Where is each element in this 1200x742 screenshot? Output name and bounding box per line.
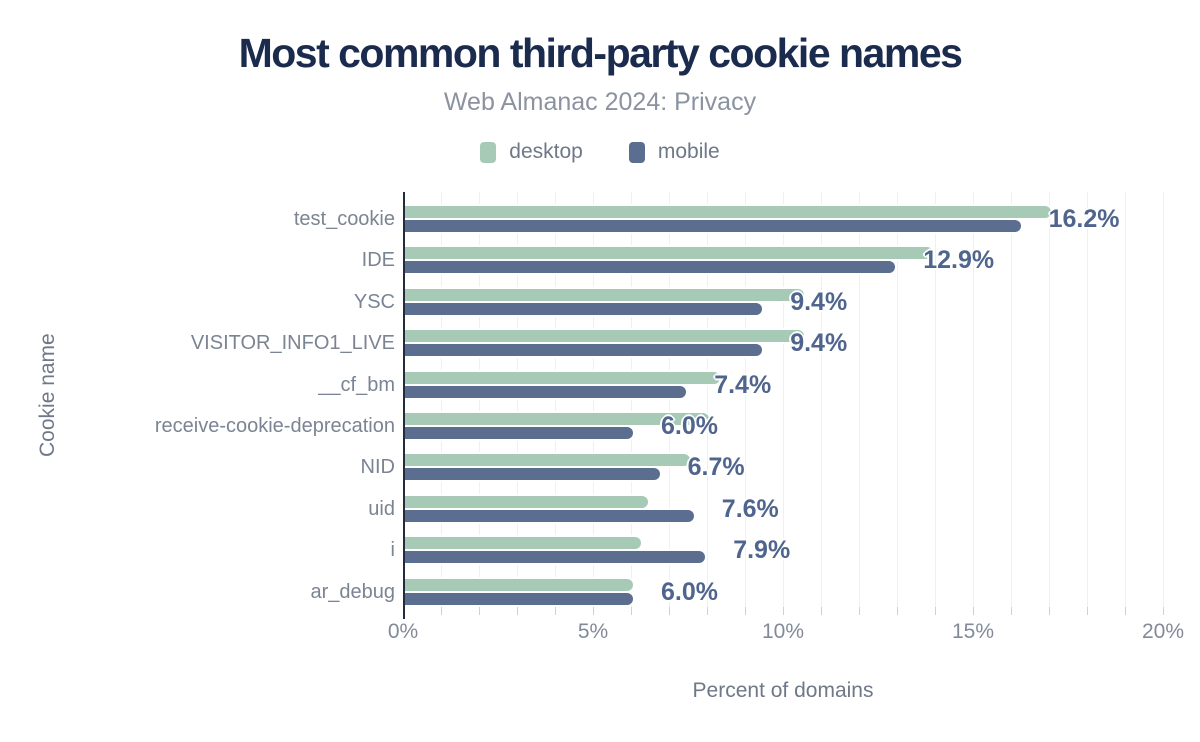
- x-tick-label-20pct: 20%: [1141, 620, 1185, 643]
- data-label-i: 7.9%: [733, 536, 791, 565]
- category-label-receive-cookie-deprecation: receive-cookie-deprecation: [154, 415, 395, 437]
- bar-desktop-NID[interactable]: [405, 454, 690, 467]
- x-axis-minor-tick: [1011, 607, 1012, 615]
- gridline: [517, 192, 518, 607]
- gridline: [1163, 192, 1164, 607]
- bar-mobile-i[interactable]: [405, 551, 706, 564]
- legend-label-desktop: desktop: [509, 140, 583, 163]
- category-label-YSC: YSC: [353, 290, 395, 313]
- bar-desktop-YSC[interactable]: [405, 288, 804, 301]
- category-label-i: i: [390, 539, 395, 562]
- bar-mobile-uid[interactable]: [405, 509, 694, 522]
- gridline: [1125, 192, 1126, 607]
- x-axis-minor-tick: [973, 607, 974, 615]
- bar-mobile-ar_debug[interactable]: [405, 592, 633, 605]
- page-subtitle: Web Almanac 2024: Privacy: [443, 88, 757, 116]
- x-axis-minor-tick: [631, 607, 632, 615]
- x-axis-minor-tick: [517, 607, 518, 615]
- gridline: [783, 192, 784, 607]
- category-label-ar_debug: ar_debug: [310, 580, 395, 603]
- x-tick-label-15pct: 15%: [951, 620, 995, 643]
- gridline: [593, 192, 594, 607]
- x-axis-minor-tick: [593, 607, 594, 615]
- gridline: [1011, 192, 1012, 607]
- x-tick-label-5pct: 5%: [577, 620, 609, 643]
- bar-mobile-IDE[interactable]: [405, 261, 896, 274]
- x-axis-minor-tick: [1125, 607, 1126, 615]
- data-label-IDE: 12.9%: [923, 246, 995, 275]
- data-label-ar_debug: 6.0%: [661, 577, 718, 606]
- y-axis-line: [403, 192, 405, 619]
- gridline: [859, 192, 860, 607]
- category-label-test_cookie: test_cookie: [293, 208, 395, 230]
- x-axis-minor-tick: [1163, 607, 1164, 615]
- gridline: [555, 192, 556, 607]
- legend-label-mobile: mobile: [657, 140, 720, 163]
- gridline: [745, 192, 746, 607]
- x-axis-minor-tick: [935, 607, 936, 615]
- x-axis-minor-tick: [555, 607, 556, 615]
- bar-mobile-NID[interactable]: [405, 468, 660, 481]
- data-label-__cf_bm: 7.4%: [714, 370, 772, 399]
- x-axis-minor-tick: [897, 607, 898, 615]
- gridline: [707, 192, 708, 607]
- category-label-__cf_bm: __cf_bm: [318, 373, 395, 396]
- x-axis-minor-tick: [479, 607, 480, 615]
- gridline: [821, 192, 822, 607]
- category-label-VISITOR_INFO1_LIVE: VISITOR_INFO1_LIVE: [190, 332, 395, 355]
- gridline: [1087, 192, 1088, 607]
- x-axis-minor-tick: [1087, 607, 1088, 615]
- x-axis-title: Percent of domains: [692, 679, 874, 702]
- bar-desktop-test_cookie[interactable]: [405, 206, 1051, 218]
- category-label-uid: uid: [368, 497, 395, 520]
- gridline: [669, 192, 670, 607]
- x-axis-minor-tick: [821, 607, 822, 615]
- x-axis-minor-tick: [783, 607, 784, 615]
- legend: desktop mobile: [0, 140, 1200, 164]
- gridline: [1049, 192, 1050, 607]
- x-axis-minor-tick: [707, 607, 708, 615]
- category-label-IDE: IDE: [361, 249, 395, 272]
- bar-desktop-__cf_bm[interactable]: [405, 371, 721, 384]
- bar-desktop-receive-cookie-deprecation[interactable]: [405, 413, 709, 425]
- x-axis-minor-tick: [745, 607, 746, 615]
- data-label-uid: 7.6%: [721, 494, 779, 523]
- x-axis-minor-tick: [669, 607, 670, 615]
- gridline: [935, 192, 936, 607]
- plot-area: 16.2% 12.9% 9.4% 9.4% 7.4% 6.0% 6.7% 7.6% 7.9% 6.…: [403, 192, 1164, 619]
- data-label-test_cookie: 16.2%: [1048, 205, 1120, 233]
- x-axis-minor-tick: [859, 607, 860, 615]
- page-title: Most common third-party cookie names: [238, 30, 963, 76]
- x-axis-minor-tick: [441, 607, 442, 615]
- bar-mobile-test_cookie[interactable]: [405, 220, 1021, 232]
- bar-mobile-receive-cookie-deprecation[interactable]: [405, 427, 633, 439]
- legend-item-mobile: mobile: [628, 140, 720, 164]
- bar-desktop-uid[interactable]: [405, 495, 649, 508]
- legend-item-desktop: desktop: [480, 140, 583, 164]
- bar-desktop-i[interactable]: [405, 537, 641, 550]
- y-axis-title: Cookie name: [36, 333, 59, 458]
- bar-mobile-__cf_bm[interactable]: [405, 385, 687, 398]
- bar-desktop-VISITOR_INFO1_LIVE[interactable]: [405, 330, 804, 343]
- gridline: [973, 192, 974, 607]
- legend-swatch-mobile: [628, 141, 645, 163]
- gridline: [479, 192, 480, 607]
- x-tick-label-10pct: 10%: [761, 620, 805, 643]
- gridline: [441, 192, 442, 607]
- bar-desktop-IDE[interactable]: [405, 247, 934, 260]
- bar-desktop-ar_debug[interactable]: [405, 578, 633, 591]
- data-label-receive-cookie-deprecation: 6.0%: [661, 412, 718, 440]
- gridline: [631, 192, 632, 607]
- gridline: [897, 192, 898, 607]
- data-label-YSC: 9.4%: [790, 287, 848, 316]
- x-axis-minor-tick: [1049, 607, 1050, 615]
- data-label-VISITOR_INFO1_LIVE: 9.4%: [790, 329, 848, 358]
- x-tick-label-0pct: 0%: [387, 620, 419, 643]
- data-label-NID: 6.7%: [687, 453, 745, 482]
- bar-mobile-YSC[interactable]: [405, 302, 763, 315]
- bar-mobile-VISITOR_INFO1_LIVE[interactable]: [405, 344, 763, 357]
- category-label-NID: NID: [360, 456, 395, 479]
- legend-swatch-desktop: [480, 141, 497, 163]
